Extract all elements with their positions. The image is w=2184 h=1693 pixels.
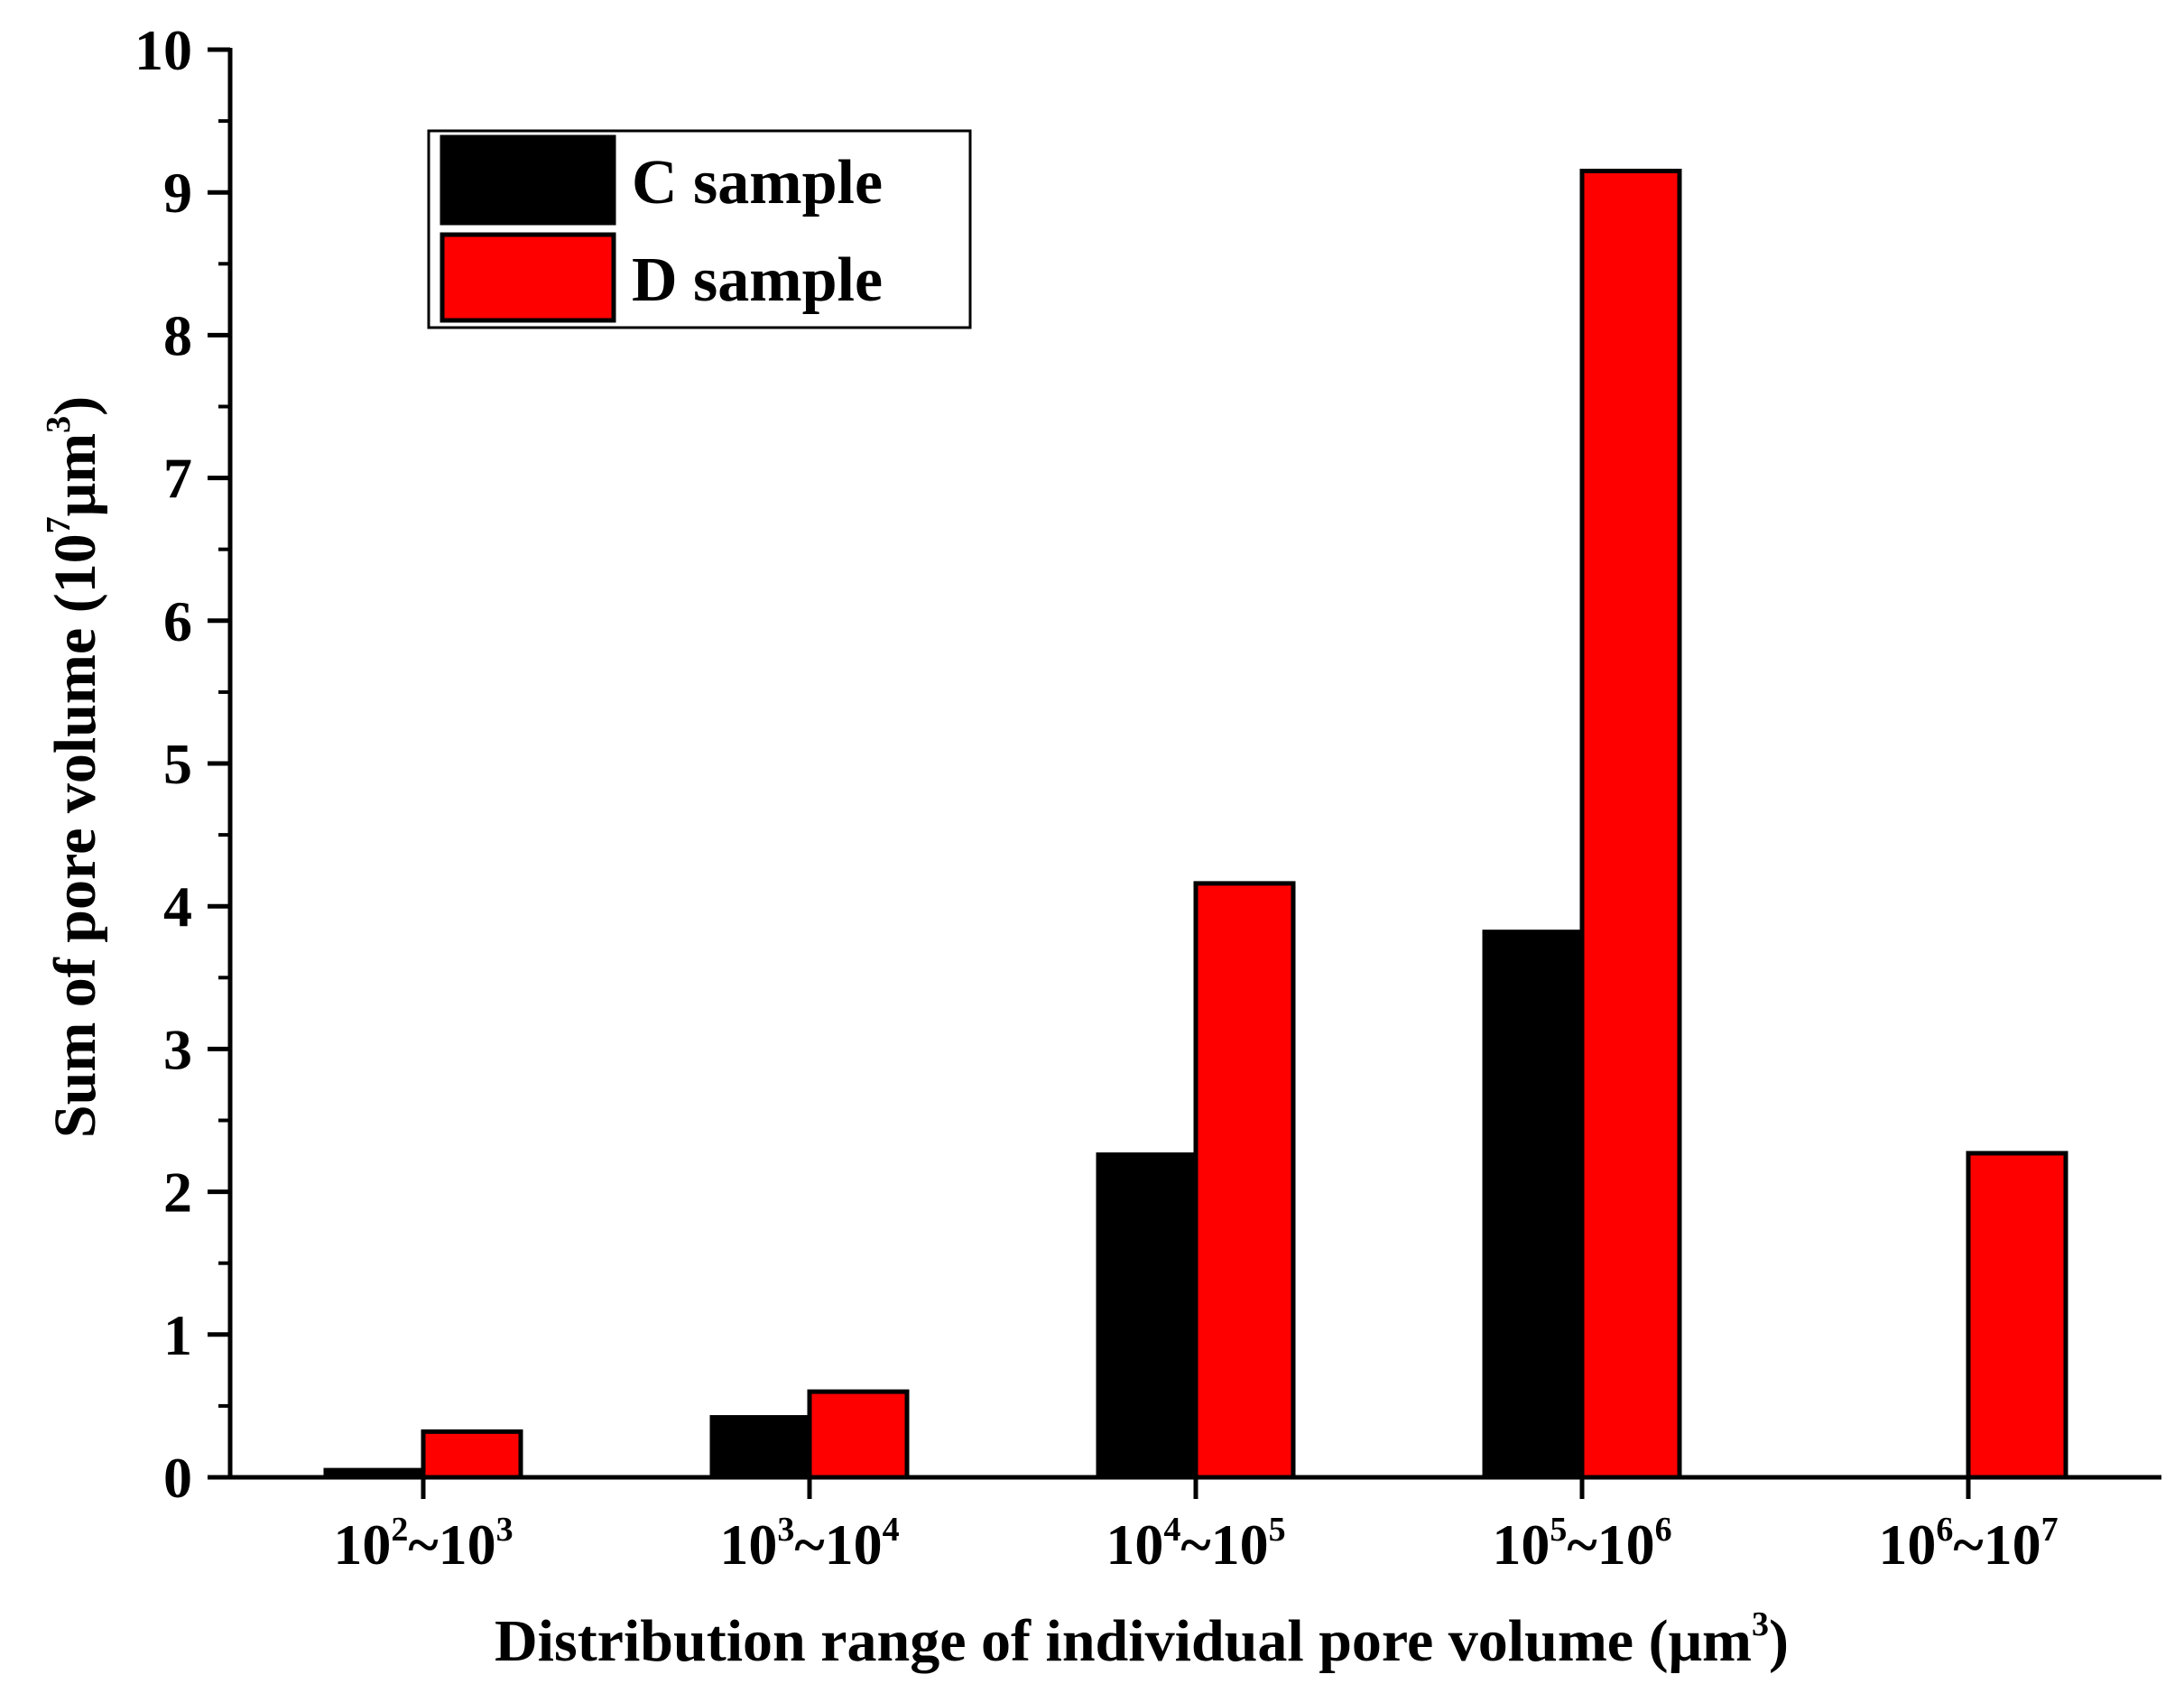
bar-c-sample-4 — [1482, 930, 1585, 1480]
bar-c-sample-2 — [709, 1415, 812, 1480]
y-tick-label: 7 — [163, 447, 192, 511]
y-ticks: 0 1 2 3 4 5 6 7 8 9 10 — [134, 18, 230, 1510]
bar-d-sample-1 — [421, 1429, 523, 1480]
x-axis-title: Distribution range of individual pore vo… — [495, 1605, 1789, 1674]
bar-d-sample-4 — [1579, 168, 1682, 1480]
y-tick-label: 3 — [163, 1017, 192, 1081]
y-tick-label: 2 — [163, 1161, 192, 1225]
legend: C sample D sample — [427, 129, 972, 329]
legend-swatch-d-sample — [440, 232, 616, 323]
y-tick-label: 8 — [163, 303, 192, 367]
x-category-label: 102~103 — [333, 1511, 513, 1577]
y-tick-label: 10 — [134, 18, 192, 82]
bars-layer — [323, 168, 2068, 1480]
y-tick-label: 9 — [163, 161, 192, 225]
bar-c-sample-3 — [1096, 1152, 1198, 1480]
y-tick-label: 1 — [163, 1303, 192, 1367]
bar-d-sample-3 — [1193, 881, 1296, 1480]
y-tick-label: 6 — [163, 589, 192, 653]
y-tick-label: 5 — [163, 732, 192, 796]
x-category-label: 104~105 — [1106, 1511, 1285, 1577]
y-tick-label: 4 — [163, 874, 192, 939]
bar-d-sample-5 — [1966, 1151, 2068, 1480]
legend-label-d-sample: D sample — [632, 245, 883, 315]
x-category-label: 103~104 — [719, 1511, 899, 1577]
x-category-labels: 102~103 103~104 104~105 105~106 106~107 — [333, 1477, 2059, 1577]
bar-d-sample-2 — [807, 1389, 910, 1480]
legend-swatch-c-sample — [440, 134, 616, 226]
y-axis-title: Sum of pore volume (107μm3) — [40, 396, 108, 1138]
x-category-label: 106~107 — [1878, 1511, 2058, 1577]
y-tick-label: 0 — [163, 1446, 192, 1510]
x-category-label: 105~106 — [1492, 1511, 1671, 1577]
legend-label-c-sample: C sample — [632, 148, 883, 217]
